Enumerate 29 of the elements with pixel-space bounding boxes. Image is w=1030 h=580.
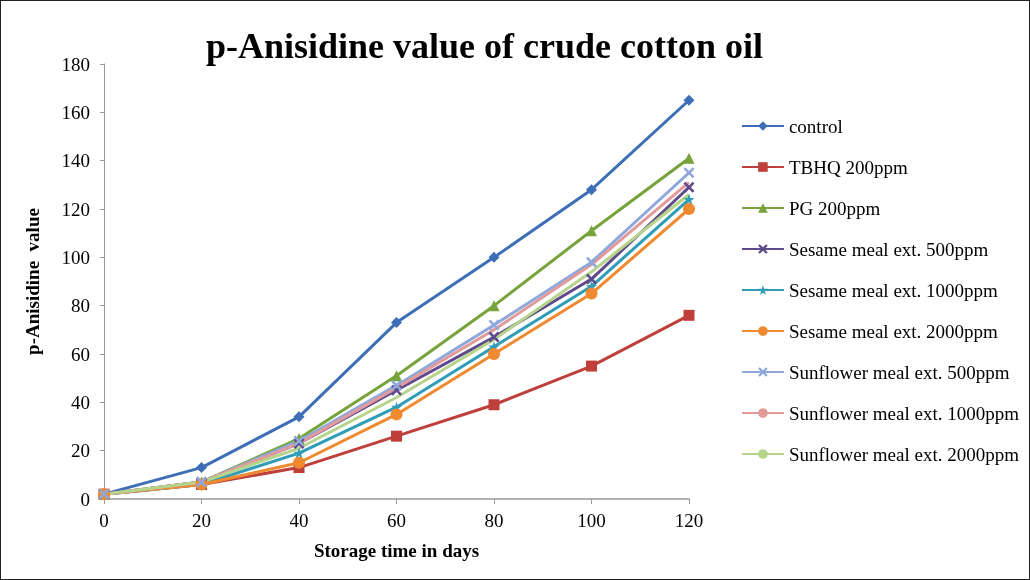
legend-label: Sesame meal ext. 500ppm: [788, 238, 989, 260]
x-tick-label: 0: [99, 510, 109, 531]
chart-title: p-Anisidine value of crude cotton oil: [206, 26, 764, 66]
y-tick-label: 180: [61, 53, 90, 75]
x-tick-label: 60: [387, 510, 406, 531]
legend-label: Sunflower meal ext. 1000ppm: [788, 402, 1020, 424]
legend-label: Sunflower meal ext. 2000ppm: [788, 443, 1020, 465]
y-tick-label: 120: [61, 198, 90, 220]
y-tick-label: 40: [71, 391, 90, 413]
x-tick-label: 40: [289, 510, 309, 531]
legend-label: Sesame meal ext. 2000ppm: [788, 320, 999, 342]
x-tick-label: 20: [192, 510, 211, 531]
x-tick-label: 80: [484, 510, 504, 531]
x-tick-label: 100: [577, 510, 606, 531]
legend-label: Sunflower meal ext. 500ppm: [788, 361, 1010, 383]
y-tick-label: 80: [71, 295, 90, 317]
y-tick-label: 100: [61, 246, 90, 268]
y-tick-label: 160: [61, 101, 90, 123]
y-axis-title: p-Anisidine value: [22, 208, 43, 355]
legend-label: PG 200ppm: [788, 197, 881, 219]
legend-label: TBHQ 200ppm: [788, 156, 908, 178]
y-tick-label: 140: [61, 150, 90, 172]
legend-label: Sesame meal ext. 1000ppm: [788, 279, 999, 301]
x-axis-title: Storage time in days: [313, 540, 480, 561]
x-tick-label: 120: [674, 510, 704, 531]
legend-label: control: [788, 115, 843, 137]
y-tick-label: 0: [80, 488, 90, 510]
y-tick-label: 60: [71, 343, 90, 365]
y-tick-label: 20: [71, 440, 90, 462]
